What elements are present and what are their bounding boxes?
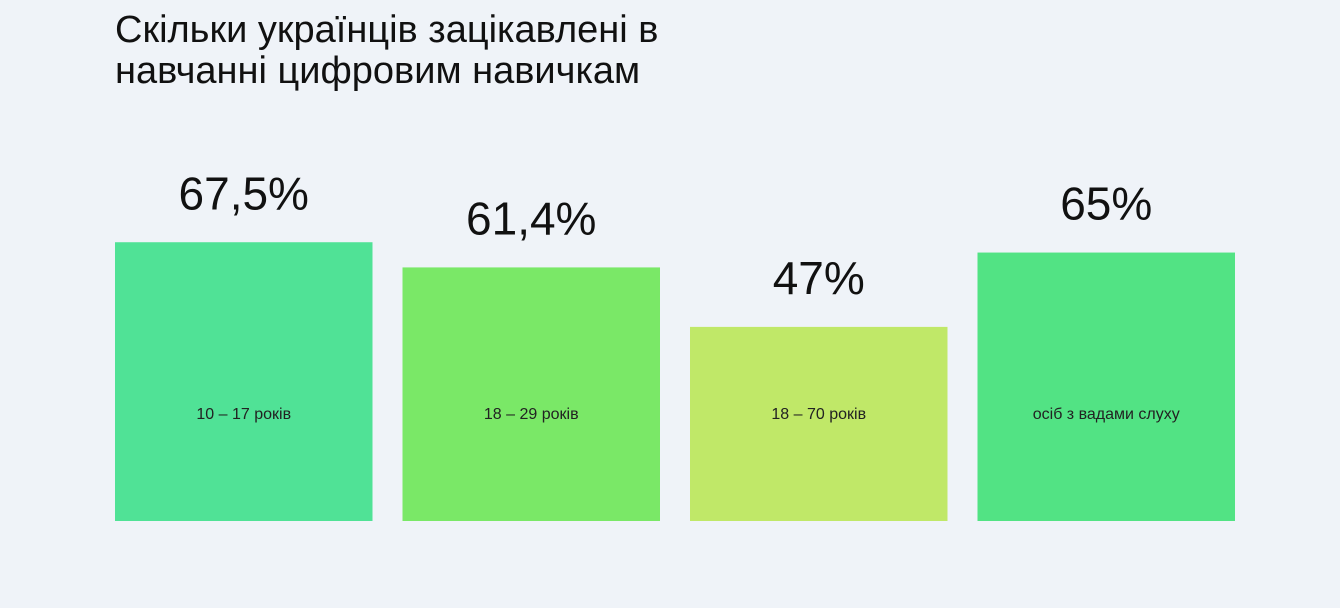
value-label: 47%: [773, 252, 865, 304]
bar: [690, 326, 948, 521]
bar: [402, 267, 660, 521]
chart-title: Скільки українців зацікавлені в навчанні…: [115, 9, 659, 92]
bar: [977, 252, 1235, 522]
category-label: 10 – 17 років: [196, 406, 291, 423]
category-label: 18 – 70 років: [771, 406, 866, 423]
value-label: 61,4%: [466, 193, 596, 245]
category-label: осіб з вадами слуху: [1033, 406, 1180, 423]
bar: [115, 242, 373, 521]
value-label: 67,5%: [179, 167, 309, 219]
category-label: 18 – 29 років: [484, 406, 579, 423]
value-label: 65%: [1060, 178, 1152, 230]
